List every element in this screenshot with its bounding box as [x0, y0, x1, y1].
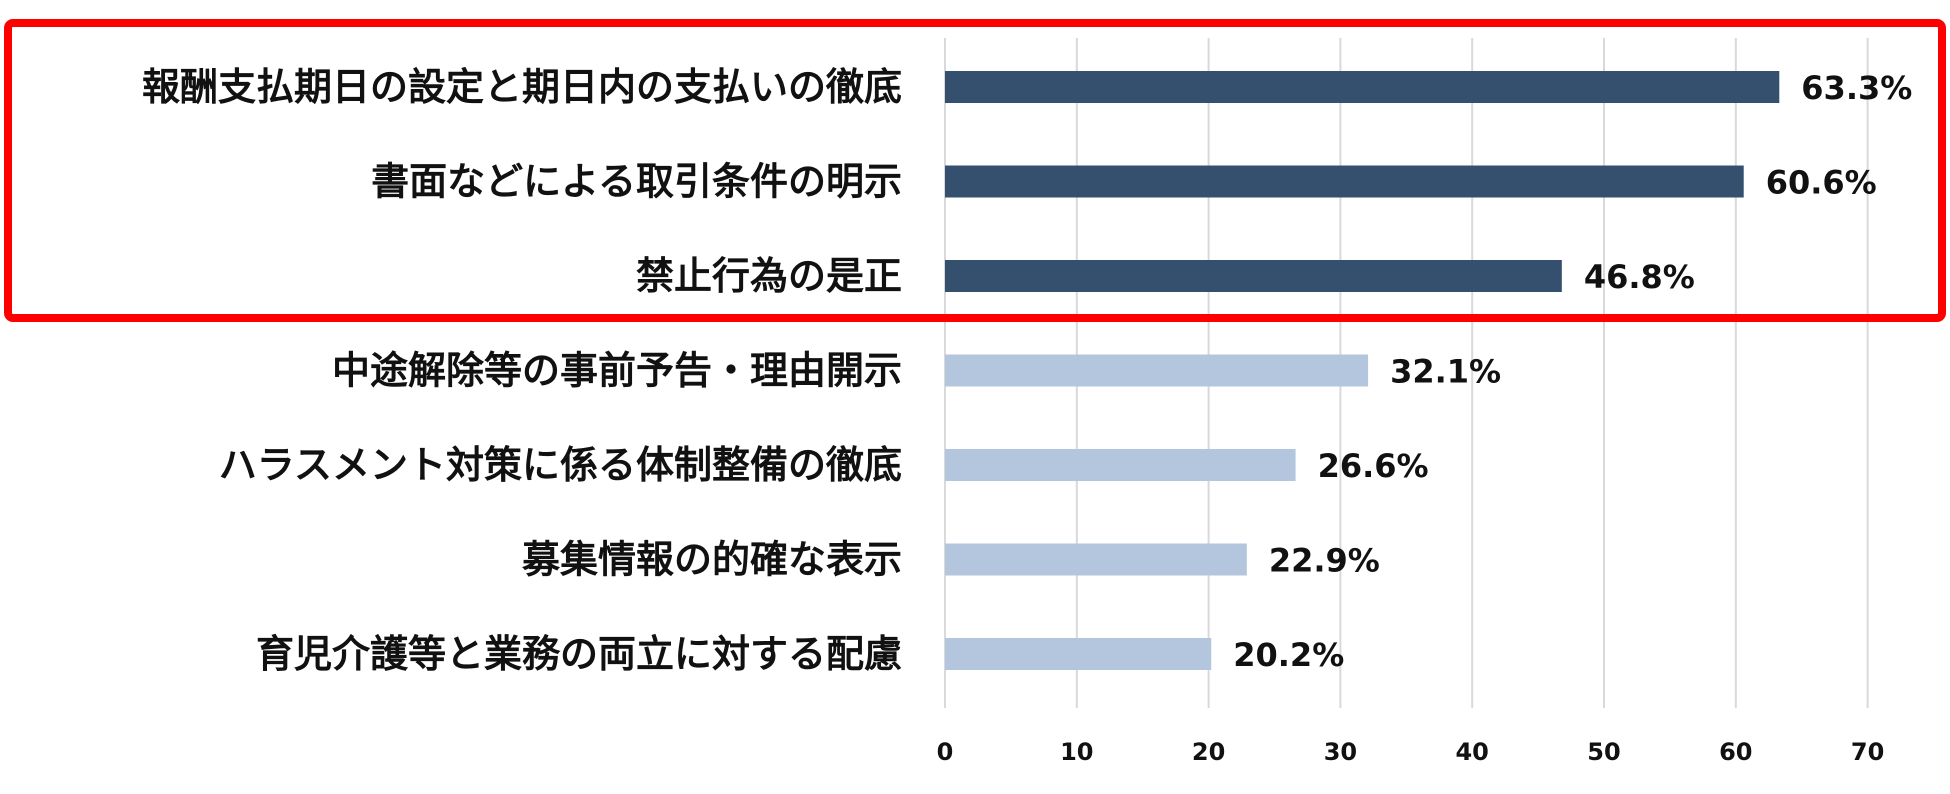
value-label: 32.1% [1390, 353, 1501, 391]
value-label: 46.8% [1584, 258, 1695, 296]
x-axis-tick-labels: 0 10 20 30 40 50 60 70 [937, 738, 1885, 766]
category-label: 募集情報の的確な表示 [522, 538, 902, 582]
highlight-box [4, 19, 1946, 322]
value-label: 20.2% [1233, 636, 1344, 674]
value-labels: 63.3% 60.6% 46.8% 32.1% 26.6% 22.9% 20.2% [1233, 69, 1912, 674]
value-label: 60.6% [1766, 164, 1877, 202]
value-label: 26.6% [1318, 447, 1429, 485]
bar [945, 354, 1369, 387]
bar [945, 71, 1780, 103]
value-label: 22.9% [1269, 542, 1380, 580]
x-tick-label: 70 [1851, 738, 1884, 766]
x-tick-label: 30 [1324, 738, 1357, 766]
category-label: 報酬支払期日の設定と期日内の支払いの徹底 [142, 65, 902, 109]
x-tick-label: 50 [1587, 738, 1620, 766]
bar [945, 260, 1562, 292]
bar [945, 165, 1744, 198]
bar [945, 449, 1296, 481]
bars [945, 71, 1780, 670]
x-tick-label: 0 [937, 738, 954, 766]
x-tick-label: 20 [1192, 738, 1225, 766]
bar [945, 638, 1212, 670]
category-labels: 報酬支払期日の設定と期日内の支払いの徹底書面などによる取引条件の明示禁止行為の是… [142, 65, 902, 676]
x-tick-label: 40 [1455, 738, 1488, 766]
value-label: 63.3% [1801, 69, 1912, 107]
bar [945, 543, 1247, 576]
category-label: 育児介護等と業務の両立に対する配慮 [256, 632, 902, 676]
category-label: 書面などによる取引条件の明示 [371, 160, 902, 204]
category-label: 中途解除等の事前予告・理由開示 [332, 349, 902, 393]
category-label: ハラスメント対策に係る体制整備の徹底 [219, 443, 902, 487]
category-label: 禁止行為の是正 [636, 254, 902, 298]
x-tick-label: 10 [1060, 738, 1093, 766]
x-tick-label: 60 [1719, 738, 1752, 766]
